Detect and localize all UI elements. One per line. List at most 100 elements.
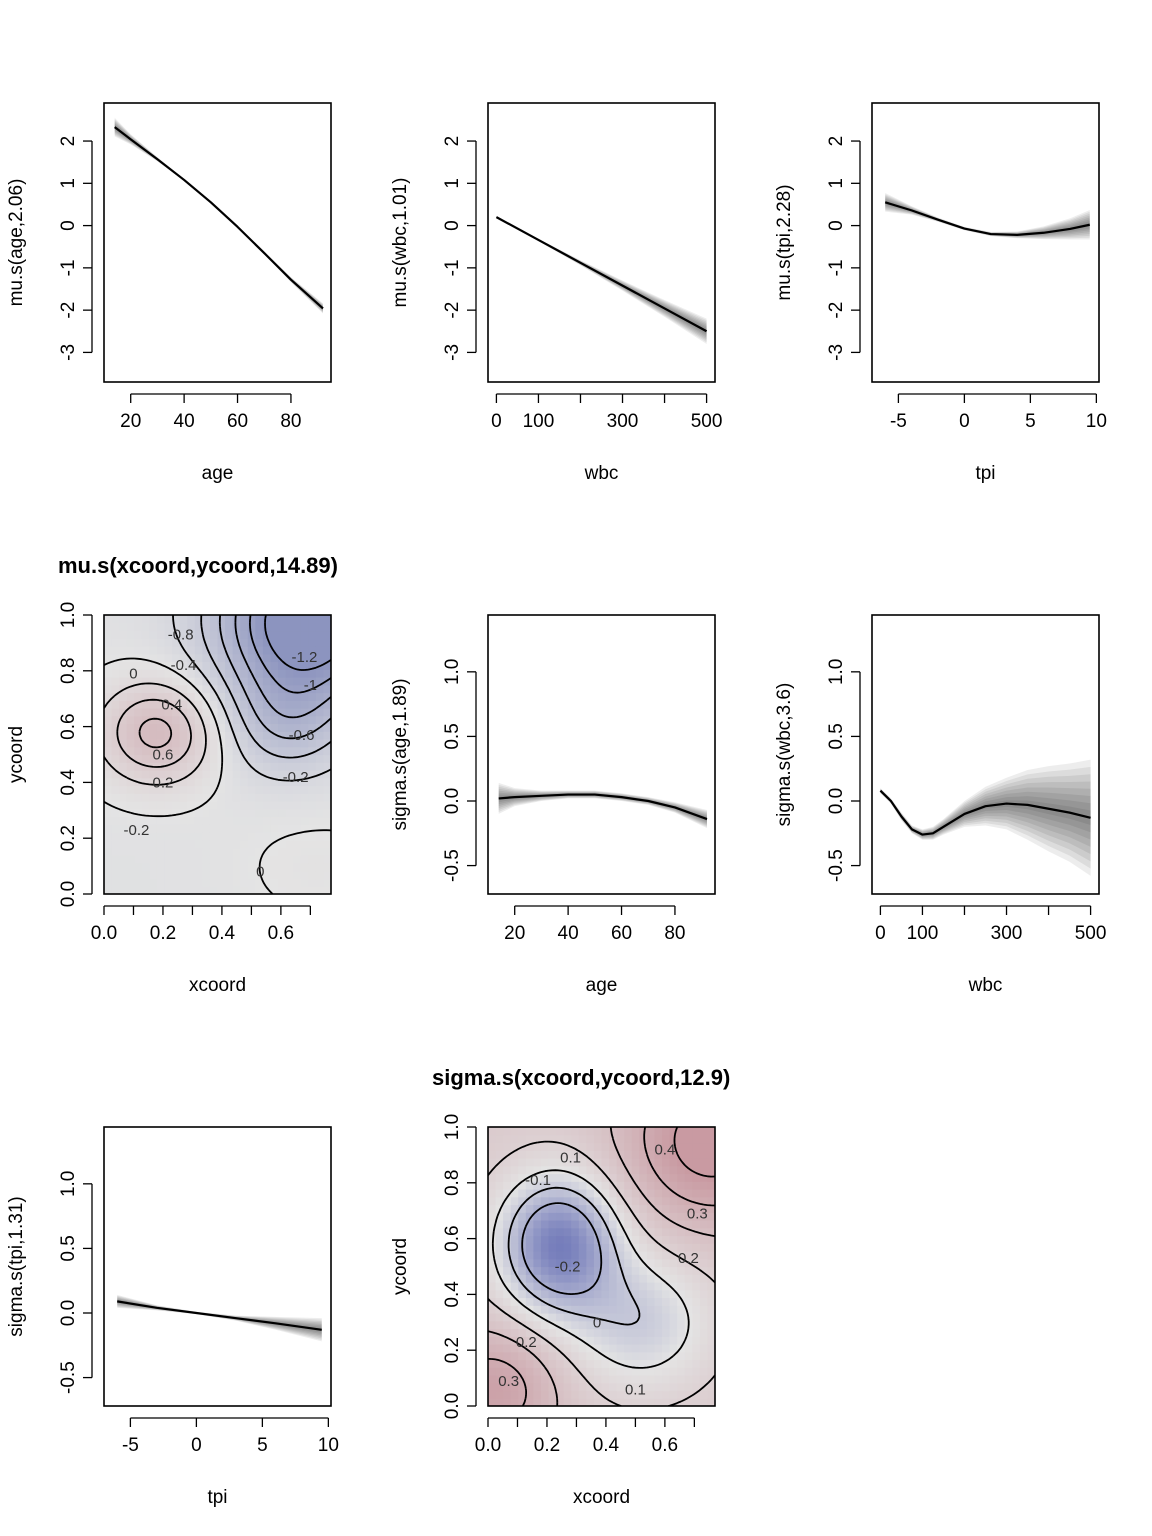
heat-cell [525,1258,534,1268]
heat-cell [601,1212,610,1221]
heat-cell [111,630,120,639]
heat-cell [141,816,150,825]
heat-cell [495,1336,504,1345]
heat-cell [662,1375,671,1384]
heat-cell [278,863,287,872]
heat-cell [646,1344,656,1353]
heat-cell [225,638,234,647]
heat-cell [156,615,166,624]
heat-cell [164,684,173,694]
heat-cell [149,715,158,725]
heat-cell [646,1181,656,1190]
heat-cell [699,1212,709,1221]
heat-cell [134,669,143,678]
heat-cell [556,1367,565,1376]
heat-cell [699,1243,709,1252]
heat-cell [533,1305,542,1314]
heat-cell [217,692,226,701]
heat-cell [104,661,113,670]
plot-area [114,117,324,314]
heat-cell [624,1289,633,1299]
heat-cell [533,1173,542,1182]
heat-cell [525,1181,534,1190]
heat-cell [646,1220,656,1229]
heat-cell [556,1134,565,1144]
heat-cell [684,1336,693,1345]
heat-cell [556,1266,565,1275]
confidence-band [880,774,1091,862]
heat-cell [631,1173,640,1182]
heat-cell [300,692,309,701]
heat-cell [209,715,219,725]
heat-cell [548,1142,557,1151]
heat-cell [225,886,234,894]
heat-cell [586,1134,595,1144]
heat-cell [104,863,113,872]
x-tick-label: 10 [1086,411,1107,432]
heat-cell [533,1165,542,1175]
x-tick-label: 0.0 [475,1435,501,1456]
heat-cell [315,653,325,663]
heat-cell [609,1282,618,1291]
heat-cell [556,1258,565,1268]
heat-cell [639,1328,648,1337]
x-axis-title: tpi [975,463,995,484]
heat-cell [692,1282,701,1291]
heat-cell [187,723,196,732]
y-tick-label: 1 [826,178,847,189]
heat-cell [624,1127,633,1136]
heat-cell [164,762,173,771]
heat-cell [156,622,166,632]
heat-cell [609,1165,618,1175]
heat-cell [624,1251,633,1260]
heat-cell [278,653,287,663]
heat-cell [510,1181,519,1190]
heat-cell [616,1235,625,1244]
heat-cell [172,677,181,686]
heat-cell [699,1274,709,1283]
heat-cell [616,1173,625,1182]
heat-cell [631,1344,640,1353]
y-tick-label: 0.5 [58,1235,79,1261]
heat-cell [240,878,249,887]
heat-cell [677,1382,686,1392]
heat-cell [285,770,294,779]
heat-cell [677,1367,686,1376]
heat-cell [278,615,287,624]
heat-cell [525,1359,534,1368]
heat-cell [586,1305,595,1314]
heat-cell [684,1127,693,1136]
heat-cell [209,832,219,841]
heat-cell [533,1220,542,1229]
heat-cell [300,855,309,864]
heat-cell [540,1328,550,1337]
heat-cell [669,1289,678,1299]
heat-cell [518,1266,527,1275]
heat-cell [104,646,113,655]
heat-cell [179,777,188,787]
heat-cell [262,832,272,841]
heat-cell [232,886,241,894]
heat-cell [609,1142,618,1151]
heat-cell [677,1282,686,1291]
heat-cell [518,1297,527,1306]
heat-cell [525,1274,534,1283]
heat-cell [692,1142,701,1151]
heat-cell [699,1173,709,1182]
heat-cell [563,1204,572,1213]
heat-cell [262,754,272,763]
heat-cell [300,754,309,763]
heat-cell [677,1375,686,1384]
heat-cell [179,816,188,825]
heat-cell [104,622,113,632]
heat-cell [240,762,249,771]
heat-cell [646,1189,656,1198]
heat-cell [669,1243,678,1252]
heat-cell [111,731,120,740]
heat-cell [533,1375,542,1384]
heat-cell [270,855,279,864]
heat-cell [699,1150,709,1159]
heat-cell [315,808,325,818]
heat-cell [119,677,128,686]
